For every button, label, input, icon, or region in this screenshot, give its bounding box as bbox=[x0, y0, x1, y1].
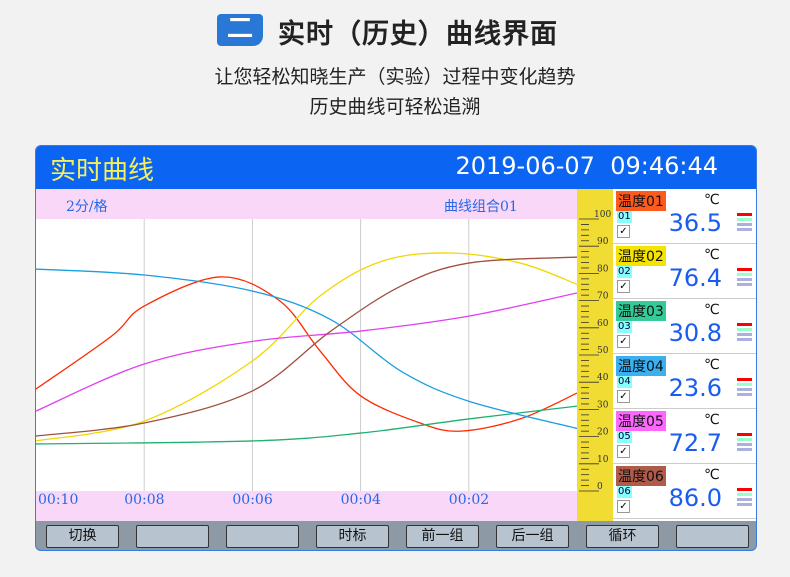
x-tick-label: 00:04 bbox=[340, 492, 381, 508]
y-tick-label: 10 bbox=[597, 455, 609, 465]
softkey-button-2[interactable] bbox=[136, 525, 209, 548]
alarm-indicator-icon bbox=[737, 378, 752, 398]
alarm-indicator-icon bbox=[737, 433, 752, 453]
channel-number: 04 bbox=[617, 376, 632, 388]
softkey-button-7[interactable]: 循环 bbox=[586, 525, 659, 548]
screen-header: 实时曲线 2019-06-07 09:46:44 bbox=[36, 146, 756, 189]
channel-name: 温度03 bbox=[616, 301, 666, 321]
series-line-04 bbox=[36, 268, 578, 430]
unit-label: ℃ bbox=[704, 467, 720, 483]
channel-03: 温度03 ℃ 03 ✓ 30.8 bbox=[613, 299, 756, 354]
device-screen: 实时曲线 2019-06-07 09:46:44 2分/格 曲线组合01 00:… bbox=[35, 145, 757, 551]
channel-name: 温度06 bbox=[616, 466, 666, 486]
trend-chart-svg bbox=[36, 219, 578, 491]
series-line-03 bbox=[36, 405, 578, 445]
chart-info-bar: 2分/格 曲线组合01 bbox=[36, 189, 577, 219]
softkey-button-1[interactable]: 切换 bbox=[46, 525, 119, 548]
section-badge: 二 bbox=[217, 14, 263, 46]
channel-name: 温度05 bbox=[616, 411, 666, 431]
series-line-05 bbox=[36, 292, 578, 412]
y-tick-label: 0 bbox=[597, 482, 603, 492]
unit-label: ℃ bbox=[704, 357, 720, 373]
x-tick-label: 00:02 bbox=[448, 492, 490, 508]
button-bar: 切换 时标 前一组 后一组 循环 bbox=[36, 521, 756, 550]
y-tick-label: 90 bbox=[597, 237, 609, 247]
x-tick-label: 00:06 bbox=[232, 492, 273, 508]
alarm-indicator-icon bbox=[737, 213, 752, 233]
unit-label: ℃ bbox=[704, 412, 720, 428]
channel-05: 温度05 ℃ 05 ✓ 72.7 bbox=[613, 409, 756, 464]
subtitle-line-1: 让您轻松知晓生产（实验）过程中变化趋势 bbox=[214, 66, 576, 88]
unit-label: ℃ bbox=[704, 192, 720, 208]
channel-checkbox[interactable]: ✓ bbox=[617, 390, 630, 403]
channel-checkbox[interactable]: ✓ bbox=[617, 445, 630, 458]
channel-checkbox[interactable]: ✓ bbox=[617, 225, 630, 238]
y-tick-label: 40 bbox=[597, 373, 609, 383]
channel-number: 03 bbox=[617, 321, 632, 333]
channel-number: 06 bbox=[617, 486, 632, 498]
channel-checkbox[interactable]: ✓ bbox=[617, 335, 630, 348]
group-label[interactable]: 曲线组合01 bbox=[444, 199, 518, 215]
softkey-button-5[interactable]: 前一组 bbox=[406, 525, 479, 548]
y-tick-label: 50 bbox=[597, 346, 609, 356]
unit-label: ℃ bbox=[704, 247, 720, 263]
softkey-button-6[interactable]: 后一组 bbox=[496, 525, 569, 548]
channel-number: 02 bbox=[617, 266, 632, 278]
unit-label: ℃ bbox=[704, 302, 720, 318]
trend-chart bbox=[36, 219, 578, 491]
channel-value: 86.0 bbox=[668, 484, 722, 512]
alarm-indicator-icon bbox=[737, 323, 752, 343]
x-tick-label: 00:08 bbox=[124, 492, 165, 508]
channel-04: 温度04 ℃ 04 ✓ 23.6 bbox=[613, 354, 756, 409]
interval-label: 2分/格 bbox=[66, 199, 108, 215]
y-tick-label: 70 bbox=[597, 292, 609, 302]
screen-title: 实时曲线 bbox=[50, 156, 155, 186]
channel-number: 01 bbox=[617, 211, 632, 223]
section-title: 实时（历史）曲线界面 bbox=[278, 19, 558, 50]
channel-name: 温度04 bbox=[616, 356, 666, 376]
series-line-01 bbox=[36, 276, 578, 432]
subtitle-line-2: 历史曲线可轻松追溯 bbox=[309, 96, 481, 118]
channel-01: 温度01 ℃ 01 ✓ 36.5 bbox=[613, 189, 756, 244]
y-tick-label: 80 bbox=[597, 264, 609, 274]
y-scale: 100 90 80 70 60 50 40 30 20 10 0 bbox=[577, 189, 613, 521]
datetime: 2019-06-07 09:46:44 bbox=[455, 152, 718, 180]
channel-value: 30.8 bbox=[668, 319, 722, 347]
channel-value: 76.4 bbox=[668, 264, 722, 292]
channel-checkbox[interactable]: ✓ bbox=[617, 500, 630, 513]
series-line-02 bbox=[36, 252, 578, 442]
channel-panel: 温度01 ℃ 01 ✓ 36.5 温度02 ℃ 02 ✓ 76.4 温度03 ℃… bbox=[613, 189, 756, 521]
time-axis: 00:10 00:08 00:06 00:04 00:02 bbox=[36, 491, 577, 521]
alarm-indicator-icon bbox=[737, 268, 752, 288]
channel-name: 温度02 bbox=[616, 246, 666, 266]
softkey-button-4[interactable]: 时标 bbox=[316, 525, 389, 548]
softkey-button-8[interactable] bbox=[676, 525, 749, 548]
y-tick-label: 100 bbox=[594, 210, 611, 220]
channel-checkbox[interactable]: ✓ bbox=[617, 280, 630, 293]
y-tick-label: 20 bbox=[597, 428, 609, 438]
series-line-06 bbox=[36, 256, 578, 437]
channel-value: 23.6 bbox=[668, 374, 722, 402]
softkey-button-3[interactable] bbox=[226, 525, 299, 548]
channel-value: 36.5 bbox=[668, 209, 722, 237]
channel-number: 05 bbox=[617, 431, 632, 443]
y-tick-label: 60 bbox=[597, 319, 609, 329]
channel-value: 72.7 bbox=[668, 429, 722, 457]
x-tick-label: 00:10 bbox=[38, 492, 79, 508]
channel-02: 温度02 ℃ 02 ✓ 76.4 bbox=[613, 244, 756, 299]
channel-name: 温度01 bbox=[616, 191, 666, 211]
y-tick-label: 30 bbox=[597, 400, 609, 410]
alarm-indicator-icon bbox=[737, 488, 752, 508]
channel-06: 温度06 ℃ 06 ✓ 86.0 bbox=[613, 464, 756, 519]
